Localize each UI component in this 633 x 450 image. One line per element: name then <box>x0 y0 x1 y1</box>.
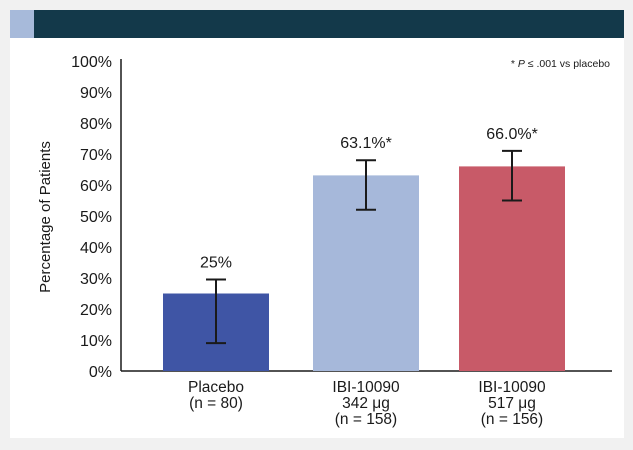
header-bar <box>10 10 624 38</box>
x-category-label: 517 μg <box>488 395 536 412</box>
y-tick-label: 20% <box>80 302 112 319</box>
bar-value-label: 66.0%* <box>486 126 538 143</box>
y-tick-label: 30% <box>80 271 112 288</box>
y-tick-label: 0% <box>89 364 112 381</box>
x-category-label: (n = 158) <box>335 411 397 428</box>
y-axis-label: Percentage of Patients <box>37 141 54 293</box>
y-tick-label: 100% <box>71 54 112 71</box>
y-tick-label: 80% <box>80 116 112 133</box>
y-tick-label: 40% <box>80 240 112 257</box>
x-category-label: IBI-10090 <box>332 379 400 396</box>
bar-value-label: 63.1%* <box>340 135 392 152</box>
y-tick-label: 70% <box>80 147 112 164</box>
y-tick-label: 10% <box>80 333 112 350</box>
bar-value-label: 25% <box>200 255 232 272</box>
y-tick-label: 50% <box>80 209 112 226</box>
y-tick-label: 60% <box>80 178 112 195</box>
header-accent <box>10 10 34 38</box>
x-category-label: (n = 80) <box>189 395 243 412</box>
x-category-label: 342 μg <box>342 395 390 412</box>
x-category-label: Placebo <box>188 379 244 396</box>
y-tick-label: 90% <box>80 85 112 102</box>
x-category-label: (n = 156) <box>481 411 543 428</box>
x-category-label: IBI-10090 <box>478 379 546 396</box>
footnote: * P ≤ .001 vs placebo <box>511 58 610 70</box>
